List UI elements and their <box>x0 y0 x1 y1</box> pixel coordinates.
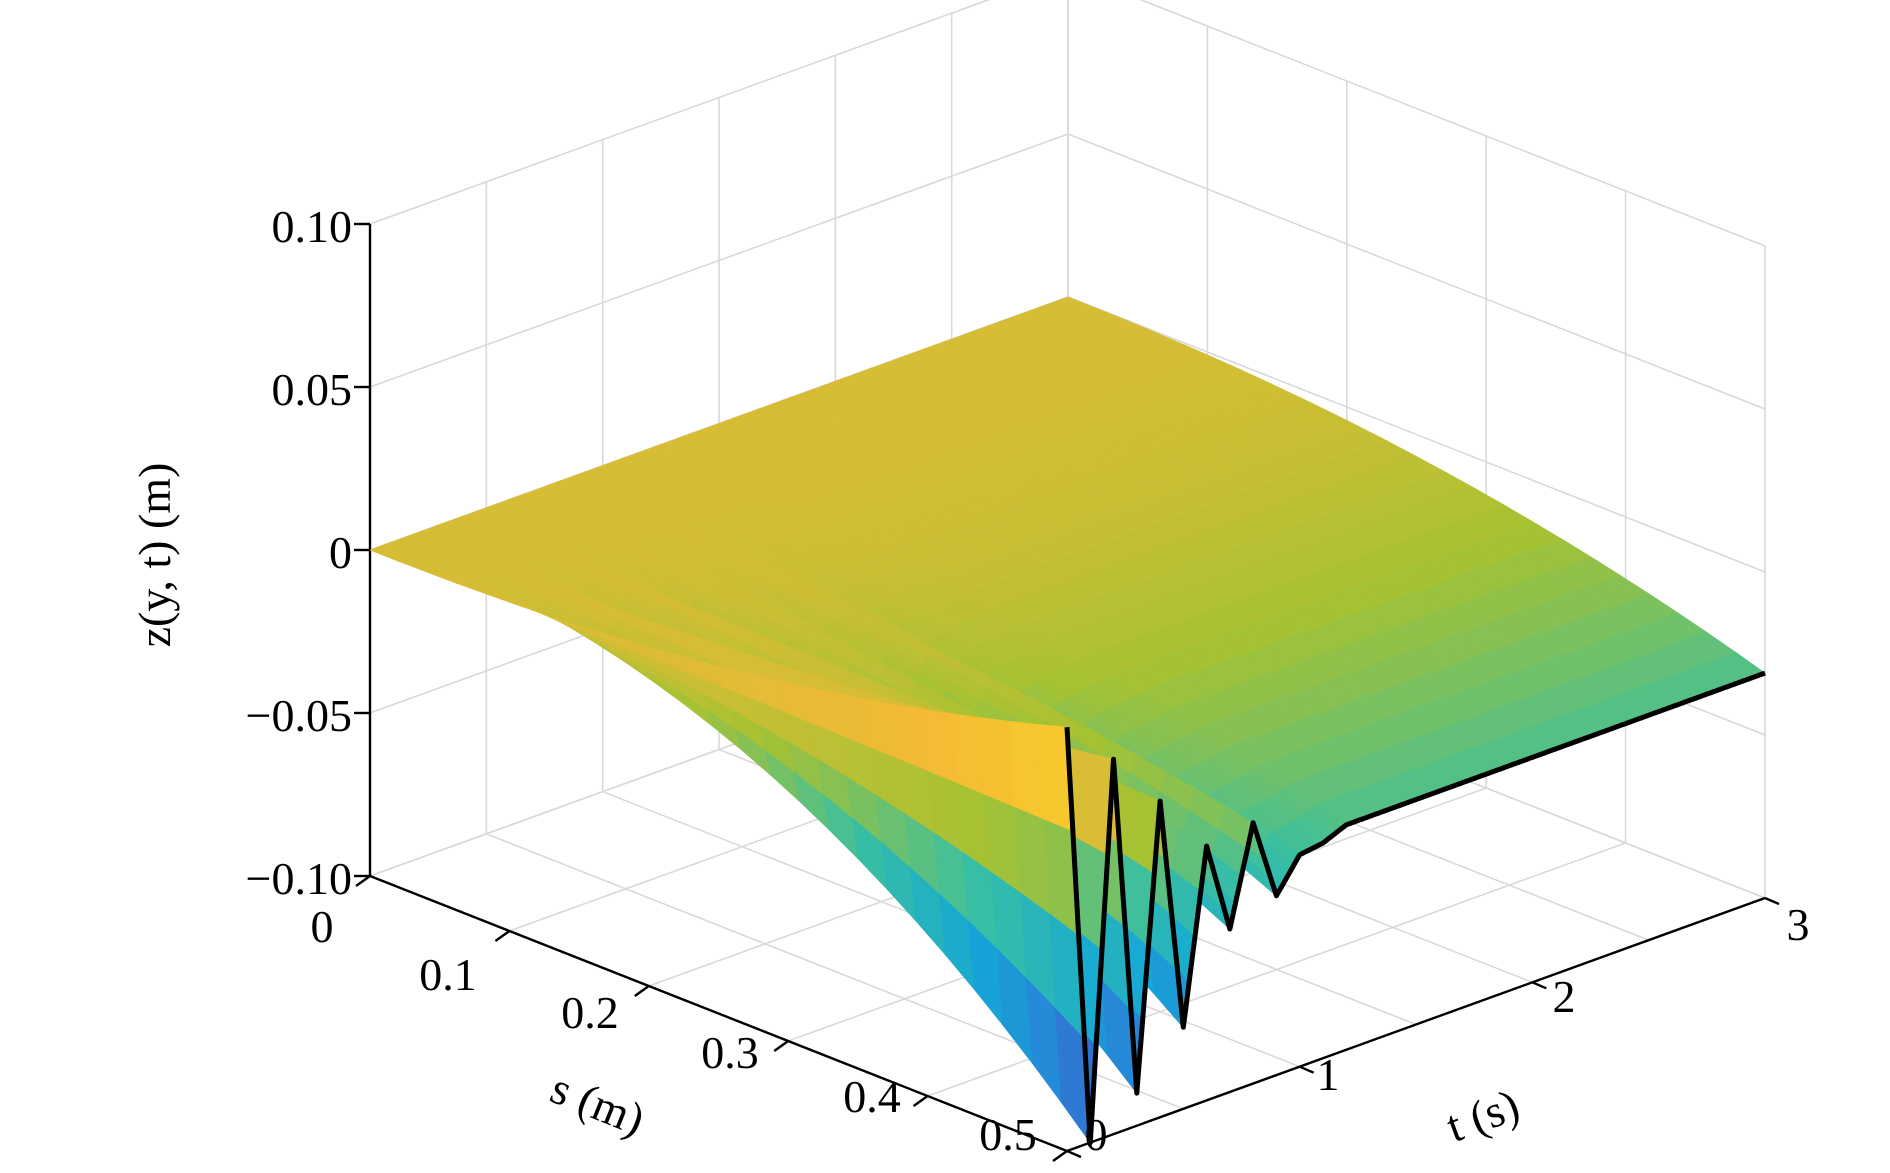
grid-line <box>1067 133 1766 410</box>
surface <box>368 296 1766 1146</box>
t-tick-labels: 0 1 2 3 <box>1085 899 1810 1160</box>
grid-line <box>1067 296 1766 573</box>
t-tick-mark <box>1531 981 1547 990</box>
t-tick-label: 3 <box>1787 899 1810 950</box>
s-tick-mark <box>773 1040 789 1052</box>
s-tick-label: 0.2 <box>561 987 619 1038</box>
z-axis-label: z(y, t) (m) <box>129 463 180 648</box>
t-tick-mark <box>1066 1149 1082 1159</box>
t-tick-label: 0 <box>1085 1109 1108 1160</box>
s-axis-line <box>369 874 1068 1153</box>
s-tick-mark <box>634 985 650 997</box>
z-tick-label: 0.10 <box>272 201 353 252</box>
tick-marks <box>354 222 1780 1162</box>
s-tick-label: 0.1 <box>419 949 477 1000</box>
s-tick-labels: 0 0.1 0.2 0.3 0.4 0.5 <box>311 901 1037 1160</box>
z-tick-label: −0.05 <box>246 690 352 741</box>
t-tick-label: 2 <box>1553 971 1576 1022</box>
z-tick-labels: 0.10 0.05 0 −0.05 −0.10 <box>246 201 352 904</box>
s-tick-label: 0.5 <box>979 1109 1037 1160</box>
s-tick-label: 0 <box>311 901 334 952</box>
s-tick-mark <box>355 875 371 887</box>
s-tick-mark <box>494 930 511 942</box>
s-tick-mark <box>912 1095 929 1107</box>
s-axis-label: s (m) <box>544 1062 652 1145</box>
z-tick-label: 0 <box>329 527 352 578</box>
t-axis-label: t (s) <box>1440 1079 1526 1152</box>
grid-line <box>1139 0 1766 247</box>
z-tick-label: −0.10 <box>246 853 352 904</box>
s-tick-label: 0.4 <box>843 1071 901 1122</box>
t-axis-line <box>1066 896 1766 1153</box>
s-tick-label: 0.3 <box>701 1027 759 1078</box>
t-tick-mark <box>1764 896 1780 906</box>
t-tick-label: 1 <box>1317 1049 1340 1100</box>
z-tick-label: 0.05 <box>272 364 353 415</box>
t-tick-mark <box>1299 1065 1315 1074</box>
edge-series-line <box>1064 670 1766 1146</box>
s-tick-mark <box>1052 1150 1068 1162</box>
